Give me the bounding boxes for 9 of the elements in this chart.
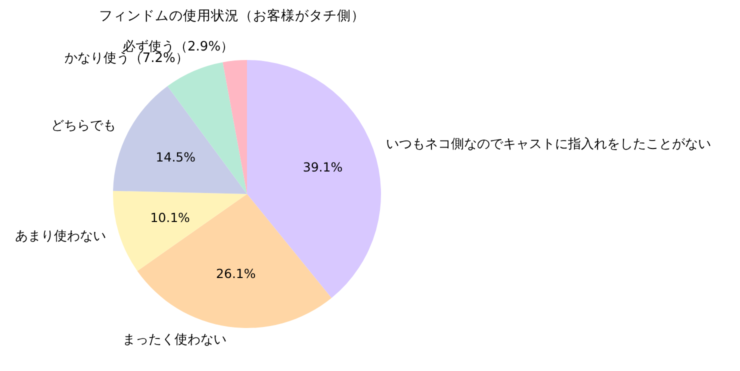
chart-title: フィンドムの使用状況（お客様がタチ側） — [99, 8, 365, 24]
slice-label: あまり使わない — [14, 229, 106, 244]
data-label: 14.5% — [156, 149, 196, 164]
data-label: 10.1% — [150, 210, 190, 225]
slice-label: どちらでも — [51, 118, 116, 134]
slice-label: まったく使わない — [122, 332, 227, 348]
slice-label: いつもネコ側なのでキャストに指入れをしたことがない — [386, 137, 711, 152]
data-label: 26.1% — [216, 266, 256, 282]
data-label: 39.1% — [302, 160, 343, 175]
